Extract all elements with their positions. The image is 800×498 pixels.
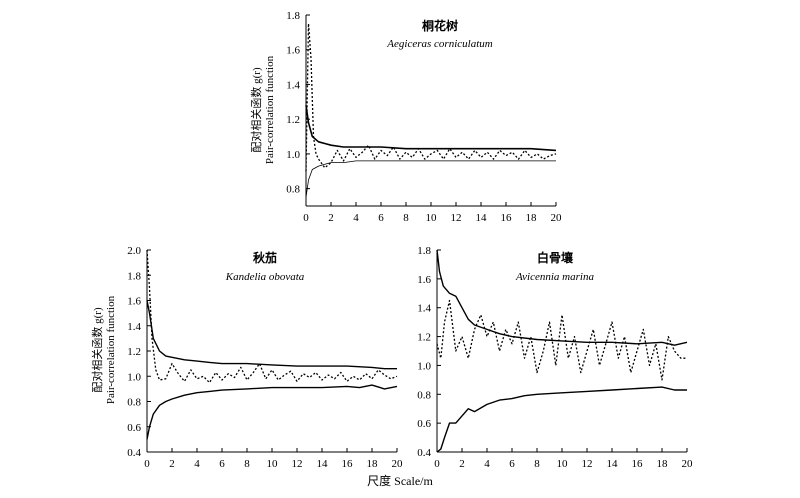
x-tick-label: 12 <box>451 212 462 224</box>
panel-kandelia: 秋茄 Kandelia obovata 配对相关函数 g(r) Pair-cor… <box>90 245 403 470</box>
x-tick-label: 0 <box>434 458 440 470</box>
y-tick-label: 0.6 <box>127 422 141 434</box>
y-tick-label: 1.6 <box>127 296 141 308</box>
series-line-observed <box>305 23 557 172</box>
series-line-envelope-lower <box>305 160 556 198</box>
x-tick-label: 4 <box>353 212 359 224</box>
axes: 0 2 4 6 8 10 12 14 16 18 20 0.8 1.0 1.2 1.4 1.6 1.8 <box>286 10 562 224</box>
y-tick-label: 2.0 <box>127 245 141 257</box>
y-tick-label: 1.2 <box>286 114 300 126</box>
y-axis-label-en: Pair-correlation function <box>105 295 117 404</box>
y-tick-label: 1.6 <box>417 274 431 286</box>
x-tick-label: 8 <box>403 212 409 224</box>
x-tick-label: 14 <box>317 458 329 470</box>
y-tick-label: 1.4 <box>417 303 431 315</box>
x-tick-label: 20 <box>682 458 694 470</box>
y-tick-label: 1.4 <box>127 321 141 333</box>
y-tick-label: 1.8 <box>417 245 431 257</box>
series-group <box>305 23 557 198</box>
y-tick-label: 0.8 <box>286 184 300 196</box>
series-line-envelope <box>146 300 397 370</box>
x-tick-label: 4 <box>484 458 490 470</box>
x-tick-label: 20 <box>392 458 404 470</box>
y-tick-label: 0.8 <box>127 397 141 409</box>
series-group <box>146 249 398 440</box>
x-tick-label: 20 <box>551 212 563 224</box>
x-tick-label: 18 <box>526 212 538 224</box>
x-tick-label: 6 <box>509 458 515 470</box>
y-axis-label-cn: 配对相关函数 g(r) <box>90 307 104 393</box>
series-line-envelope <box>436 249 688 346</box>
x-axis-label: 尺度 Scale/m <box>367 473 433 488</box>
series-group <box>436 249 688 453</box>
x-tick-label: 16 <box>632 458 644 470</box>
x-tick-label: 10 <box>557 458 569 470</box>
x-tick-label: 2 <box>459 458 465 470</box>
panel-avicennia: 白骨壤 Avicennia marina 0 2 4 6 8 10 12 14 16 18 20 0.… <box>417 245 693 470</box>
x-tick-label: 14 <box>476 212 488 224</box>
y-tick-label: 1.0 <box>286 149 300 161</box>
x-tick-label: 18 <box>657 458 669 470</box>
x-tick-label: 0 <box>303 212 309 224</box>
x-tick-label: 16 <box>342 458 354 470</box>
panel-subtitle: Avicennia marina <box>515 271 594 283</box>
series-line-observed <box>146 249 398 384</box>
x-tick-label: 12 <box>292 458 303 470</box>
x-tick-label: 2 <box>169 458 175 470</box>
y-tick-label: 0.4 <box>417 447 431 459</box>
y-tick-label: 1.6 <box>286 45 300 57</box>
x-tick-label: 8 <box>244 458 250 470</box>
panel-title: 桐花树 <box>422 18 458 33</box>
x-tick-label: 10 <box>426 212 438 224</box>
panel-title: 秋茄 <box>253 250 277 265</box>
axes: 0 2 4 6 8 10 12 14 16 18 20 0.4 0.6 0.8 1.0 1.2 1.4 1.6 1.… <box>127 245 403 470</box>
series-line-envelope <box>436 386 687 453</box>
y-tick-label: 0.8 <box>417 389 431 401</box>
x-tick-label: 6 <box>378 212 384 224</box>
series-line-envelope-upper <box>305 105 557 152</box>
y-tick-label: 1.8 <box>127 270 141 282</box>
x-tick-label: 12 <box>582 458 593 470</box>
y-tick-label: 1.8 <box>286 10 300 22</box>
y-tick-label: 1.0 <box>417 360 431 372</box>
x-tick-label: 16 <box>501 212 513 224</box>
panel-subtitle: Kandelia obovata <box>225 271 305 283</box>
y-tick-label: 0.6 <box>417 418 431 430</box>
y-tick-label: 0.4 <box>127 447 141 459</box>
x-tick-label: 14 <box>607 458 619 470</box>
panel-title: 白骨壤 <box>537 250 574 265</box>
x-tick-label: 4 <box>194 458 200 470</box>
y-tick-label: 1.2 <box>127 346 141 358</box>
panel-subtitle: Aegiceras corniculatum <box>386 38 492 50</box>
x-tick-label: 6 <box>219 458 225 470</box>
x-tick-label: 2 <box>328 212 334 224</box>
x-tick-label: 8 <box>534 458 540 470</box>
y-tick-label: 1.2 <box>417 332 431 344</box>
x-tick-label: 0 <box>144 458 150 470</box>
x-tick-label: 10 <box>267 458 279 470</box>
x-tick-label: 18 <box>367 458 379 470</box>
axes: 0 2 4 6 8 10 12 14 16 18 20 0.4 0.6 0.8 1.0 1.2 1.4 1.6 1.… <box>417 245 693 470</box>
y-tick-label: 1.0 <box>127 371 141 383</box>
panel-aegiceras: 桐花树 Aegiceras corniculatum 配对相关函数 g(r) P… <box>249 10 562 224</box>
series-line-envelope <box>146 384 398 440</box>
y-axis-label-cn: 配对相关函数 g(r) <box>249 67 263 153</box>
y-tick-label: 1.4 <box>286 79 300 91</box>
y-axis-label-en: Pair-correlation function <box>264 55 276 164</box>
